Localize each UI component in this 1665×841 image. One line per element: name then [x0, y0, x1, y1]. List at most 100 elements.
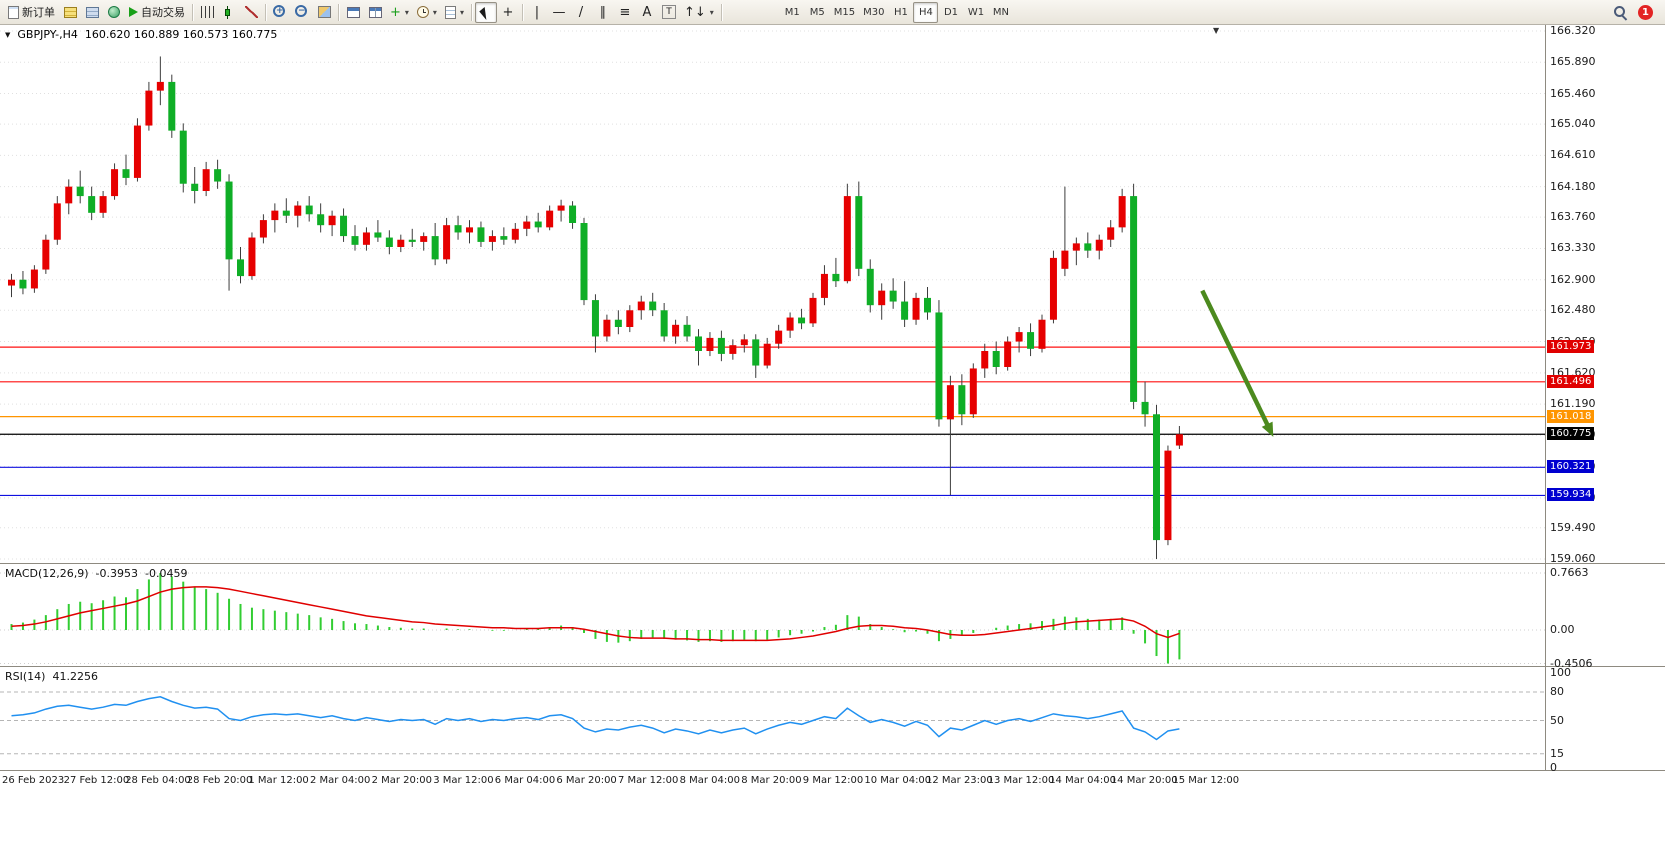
bar-chart-icon — [200, 6, 214, 18]
candlestick-icon — [223, 5, 236, 19]
auto-trading-button[interactable]: 自动交易 — [125, 2, 189, 23]
new-order-button-label: 新订单 — [22, 6, 55, 19]
timeframe-h1[interactable]: H1 — [894, 6, 908, 18]
horizontal-line-button[interactable]: — — [548, 2, 570, 23]
tile-windows-button[interactable] — [342, 2, 364, 23]
candle-body — [1164, 450, 1172, 541]
timeframe-m30[interactable]: M30 — [863, 6, 885, 18]
candle-body — [649, 301, 657, 311]
panel-separator[interactable] — [0, 770, 1665, 771]
text-button[interactable]: A — [636, 2, 658, 23]
chart-group-button[interactable] — [59, 2, 81, 23]
cursor-button[interactable] — [474, 1, 497, 23]
candle-body — [1107, 227, 1115, 240]
dropdown-arrow-icon[interactable]: ▾ — [709, 7, 714, 17]
indicators-button[interactable]: + ▾ — [386, 2, 413, 23]
zoom-in-button[interactable] — [269, 2, 291, 23]
candle-body — [763, 343, 771, 366]
candle-body — [145, 90, 153, 126]
label-button[interactable]: T — [658, 2, 680, 23]
candle-body — [626, 310, 634, 327]
notification-badge[interactable]: 1 — [1638, 4, 1653, 20]
candle-body — [42, 239, 50, 270]
candle-body — [271, 210, 279, 221]
candle-body — [981, 351, 989, 369]
zoom-out-button[interactable] — [291, 2, 313, 23]
arrows-button[interactable]: ↑↓ ▾ — [680, 2, 718, 23]
timeframe-w1[interactable]: W1 — [967, 6, 985, 18]
timeframe-m15[interactable]: M15 — [833, 6, 856, 18]
price-badge: 161.973 — [1547, 340, 1595, 354]
time-axis-label: 8 Mar 20:00 — [741, 775, 802, 786]
candle-body — [214, 169, 222, 182]
strategy-tester-button[interactable] — [103, 2, 125, 23]
price-axis[interactable]: 166.320 165.890 165.460 165.040 164.610 164.1… — [1546, 24, 1664, 774]
candle-body — [179, 130, 187, 184]
time-axis-label: 15 Mar 12:00 — [1172, 775, 1240, 786]
price-axis-label: 162.900 — [1550, 272, 1596, 286]
macd-scale-label: 0.00 — [1550, 623, 1575, 636]
dropdown-arrow-icon[interactable]: ▾ — [404, 7, 409, 17]
trendline-button[interactable]: / — [570, 2, 592, 23]
candle-body — [397, 239, 405, 247]
candle-body — [717, 337, 725, 354]
new-order-button[interactable]: 新订单 — [4, 2, 59, 23]
line-chart-button[interactable] — [240, 2, 262, 23]
candle-body — [19, 279, 27, 289]
new-chart-button[interactable] — [313, 2, 335, 23]
time-axis-label: 14 Mar 04:00 — [1049, 775, 1116, 786]
price-axis-label: 163.760 — [1550, 210, 1596, 224]
price-axis-label: 165.040 — [1550, 117, 1596, 131]
timeframe-m5[interactable]: M5 — [809, 6, 825, 18]
candle-body — [8, 279, 15, 286]
dropdown-arrow-icon[interactable]: ▾ — [459, 7, 464, 17]
panel-separator[interactable] — [0, 563, 1665, 564]
trend-arrow[interactable] — [1200, 289, 1274, 437]
search-button[interactable] — [1609, 2, 1632, 23]
auto-trading-button-label: 自动交易 — [141, 6, 185, 19]
timeframe-d1[interactable]: D1 — [943, 6, 959, 18]
candle-body — [282, 210, 290, 216]
price-axis-label: 164.610 — [1550, 148, 1596, 162]
vertical-line-button[interactable]: | — [526, 2, 548, 23]
candle-body — [420, 236, 428, 242]
cascade-windows-button[interactable] — [364, 2, 386, 23]
candle-body — [889, 290, 897, 302]
macd-name: MACD(12,26,9) — [5, 567, 89, 580]
candle-body — [775, 330, 783, 344]
time-axis-label: 12 Mar 23:00 — [926, 775, 993, 786]
bar-chart-button[interactable] — [196, 2, 218, 23]
dropdown-arrow-icon[interactable]: ▾ — [432, 7, 437, 17]
templates-button[interactable]: ▾ — [441, 2, 468, 23]
timeframe-m1[interactable]: M1 — [784, 6, 800, 18]
time-axis[interactable]: 26 Feb 2023 27 Feb 12:00 28 Feb 04:00 28 Fe… — [0, 771, 1665, 795]
candle-body — [832, 273, 840, 282]
chart-shift-marker[interactable]: ▼ — [1213, 26, 1220, 35]
candle-body — [534, 221, 542, 228]
symbol-marker-icon: ▼ — [5, 30, 11, 39]
panel-separator[interactable] — [0, 666, 1665, 667]
candle-body — [1004, 341, 1012, 367]
timeframe-h4[interactable]: H4 — [913, 1, 939, 23]
candle-body — [798, 317, 806, 324]
macd-scale-label: 0.7663 — [1550, 566, 1589, 579]
timeframe-mn[interactable]: MN — [992, 6, 1010, 18]
candles-layer — [8, 56, 1183, 559]
crosshair-button[interactable]: + — [497, 2, 519, 23]
channel-button[interactable]: ∥ — [592, 2, 614, 23]
new-chart-icon — [317, 6, 331, 18]
fibonacci-button[interactable]: ≡ — [614, 2, 636, 23]
candle-body — [488, 236, 496, 242]
candle-body — [1153, 414, 1160, 541]
horizontal-line-icon: — — [552, 4, 566, 20]
candlestick-chart-button[interactable] — [218, 2, 240, 23]
candle-body — [1015, 332, 1023, 342]
candle-body — [1061, 250, 1069, 269]
periods-button[interactable]: ▾ — [413, 2, 441, 23]
candle-body — [557, 205, 565, 211]
candle-body — [946, 385, 954, 420]
time-axis-label: 6 Mar 20:00 — [556, 775, 617, 786]
candle-body — [317, 214, 325, 226]
market-watch-button[interactable] — [81, 2, 103, 23]
price-axis-label: 166.320 — [1550, 24, 1596, 37]
